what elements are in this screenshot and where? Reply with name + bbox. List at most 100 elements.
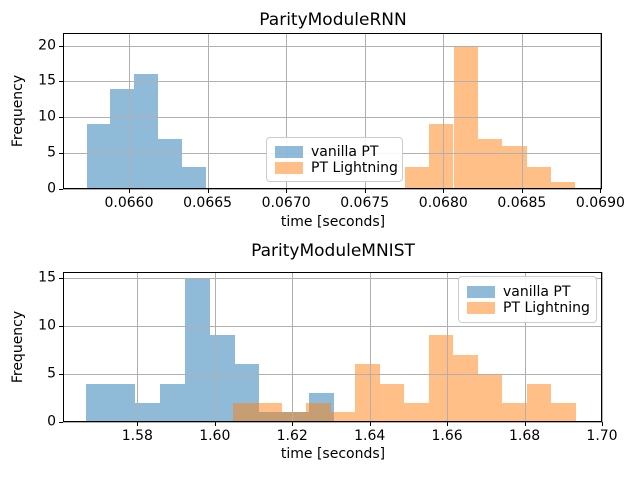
histogram-bar (330, 412, 356, 422)
chart-title: ParityModuleRNN (259, 10, 407, 30)
histogram-bar (135, 402, 161, 422)
histogram-bar (404, 167, 430, 189)
x-gridline (602, 272, 603, 422)
x-tick-mark (364, 189, 366, 193)
histogram-bar (526, 167, 551, 189)
y-gridline (63, 117, 602, 119)
y-gridline (63, 422, 602, 423)
y-tick-mark (59, 277, 63, 279)
x-tick-mark (137, 422, 139, 426)
x-tick-label: 1.70 (586, 428, 618, 444)
legend-label: vanilla PT (311, 143, 379, 160)
histogram-bar (110, 88, 135, 189)
x-tick-label: 0.0675 (340, 195, 390, 211)
histogram-bar (182, 167, 206, 189)
y-axis-label: Frequency (10, 310, 26, 384)
y-tick-label: 15 (38, 269, 56, 286)
histogram-bar (550, 181, 576, 189)
y-gridline (63, 277, 602, 279)
x-gridline (129, 33, 130, 189)
x-tick-mark (524, 422, 526, 426)
histogram-bar (110, 383, 136, 422)
histogram-bar (306, 402, 331, 422)
y-tick-label: 10 (38, 317, 56, 334)
legend: vanilla PT PT Lightning (266, 137, 403, 182)
x-tick-label: 0.0665 (183, 195, 233, 211)
histogram-bar (526, 383, 552, 422)
x-tick-label: 1.68 (508, 428, 541, 444)
histogram-bar (86, 124, 111, 189)
y-tick-mark (59, 189, 63, 190)
x-tick-label: 0.0680 (418, 195, 468, 211)
chart-title: ParityModuleMNIST (251, 241, 415, 261)
y-gridline (63, 189, 602, 190)
x-axis-label: time [seconds] (280, 214, 386, 230)
histogram-bar (85, 383, 111, 422)
y-tick-label: 10 (38, 108, 56, 125)
x-tick-mark (207, 189, 209, 193)
x-tick-label: 0.0690 (575, 195, 625, 211)
histogram-bar (160, 383, 185, 422)
y-tick-label: 5 (47, 144, 56, 161)
legend-item-pt-lightning: PT Lightning (467, 299, 590, 316)
y-tick-label: 0 (47, 413, 56, 430)
histogram-bar (429, 124, 454, 189)
x-tick-label: 1.66 (431, 428, 463, 444)
histogram-bar (502, 402, 527, 422)
histogram-bar (281, 412, 307, 422)
x-tick-mark (286, 189, 288, 193)
x-gridline (524, 272, 526, 422)
x-gridline (447, 272, 449, 422)
histogram-bar (134, 74, 159, 189)
x-tick-label: 1.58 (121, 428, 153, 444)
x-tick-mark (214, 422, 216, 426)
x-gridline (521, 33, 523, 189)
histogram-bar (477, 373, 503, 422)
histogram-bar (158, 138, 183, 189)
x-tick-mark (443, 189, 445, 193)
y-tick-mark (59, 81, 63, 83)
histogram-bar (232, 402, 258, 422)
x-axis-label: time [seconds] (280, 446, 386, 462)
legend-item-vanilla-pt: vanilla PT (467, 285, 588, 299)
legend-label: PT Lightning (503, 299, 590, 316)
x-gridline (207, 33, 209, 189)
x-tick-label: 0.0660 (104, 195, 154, 211)
x-tick-mark (129, 189, 130, 193)
y-tick-mark (59, 153, 63, 155)
histogram-bar (184, 277, 210, 422)
y-axis-label: Frequency (10, 74, 26, 148)
histogram-bar (379, 383, 405, 422)
x-tick-label: 1.64 (354, 428, 386, 444)
y-tick-label: 0 (47, 180, 56, 197)
y-gridline (63, 81, 602, 83)
x-gridline (600, 33, 602, 189)
legend-swatch-pt-lightning (275, 161, 303, 174)
y-tick-mark (59, 45, 63, 47)
histogram-bar (453, 354, 478, 422)
legend: vanilla PT PT Lightning (458, 276, 597, 323)
histogram-bar (355, 364, 380, 422)
histogram-bar (477, 138, 503, 189)
histogram-bar (404, 402, 429, 422)
x-tick-mark (292, 422, 294, 426)
x-gridline (364, 33, 366, 189)
y-tick-mark (59, 325, 63, 327)
y-gridline (63, 325, 602, 327)
x-tick-mark (447, 422, 449, 426)
legend-swatch-vanilla-pt (467, 285, 495, 298)
y-tick-label: 20 (38, 37, 56, 54)
histogram-bar (209, 335, 235, 422)
x-tick-mark (600, 189, 602, 193)
plot-area-rnn: 0.0660 0.0665 0.0670 0.0675 0.0680 0.0685 0.06… (38, 33, 625, 211)
x-gridline (214, 272, 216, 422)
x-tick-label: 1.62 (276, 428, 308, 444)
y-tick-label: 5 (47, 365, 56, 382)
x-gridline (292, 272, 294, 422)
y-tick-mark (59, 373, 63, 375)
x-tick-mark (602, 422, 603, 426)
y-gridline (63, 373, 602, 375)
x-gridline (137, 272, 139, 422)
histogram-bar (257, 402, 282, 422)
